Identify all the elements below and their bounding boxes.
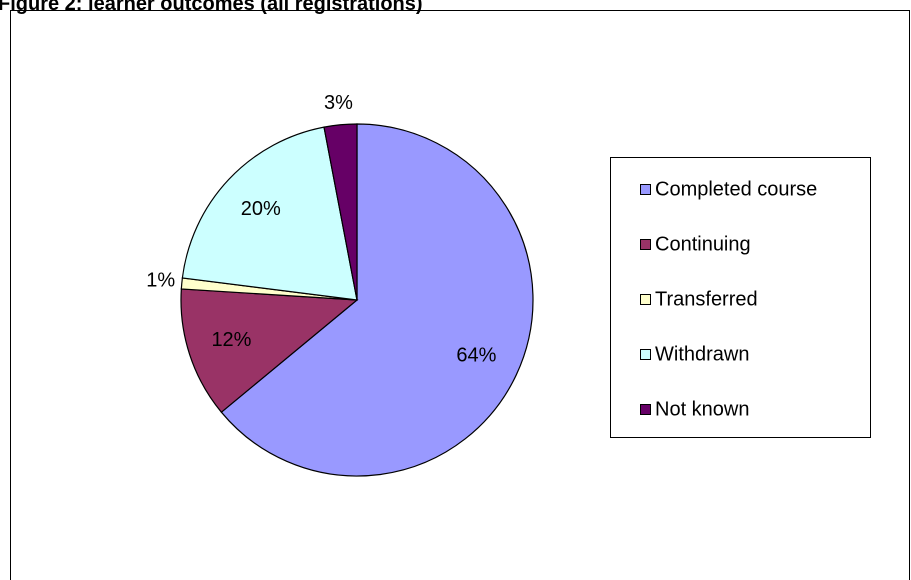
legend-label: Completed course <box>655 178 817 200</box>
legend-swatch <box>640 184 651 195</box>
pie-slice <box>180 288 359 414</box>
data-label: 1% <box>146 270 175 292</box>
legend-swatch <box>640 404 651 415</box>
pie-slice <box>323 123 358 301</box>
legend-label: Withdrawn <box>655 343 749 365</box>
data-label: 20% <box>241 198 281 220</box>
pie-slice <box>181 126 358 301</box>
data-label: 3% <box>324 92 353 114</box>
data-label: 12% <box>211 329 251 351</box>
legend-swatch <box>640 239 651 250</box>
legend-label: Continuing <box>655 233 751 255</box>
legend-label: Transferred <box>655 288 758 310</box>
chart-title: Figure 2: learner outcomes (all registra… <box>0 0 423 15</box>
legend-swatch <box>640 294 651 305</box>
legend-box <box>610 157 871 438</box>
pie-slice <box>220 123 534 477</box>
legend-swatch <box>640 349 651 360</box>
data-label: 64% <box>456 344 496 366</box>
legend-label: Not known <box>655 398 750 420</box>
